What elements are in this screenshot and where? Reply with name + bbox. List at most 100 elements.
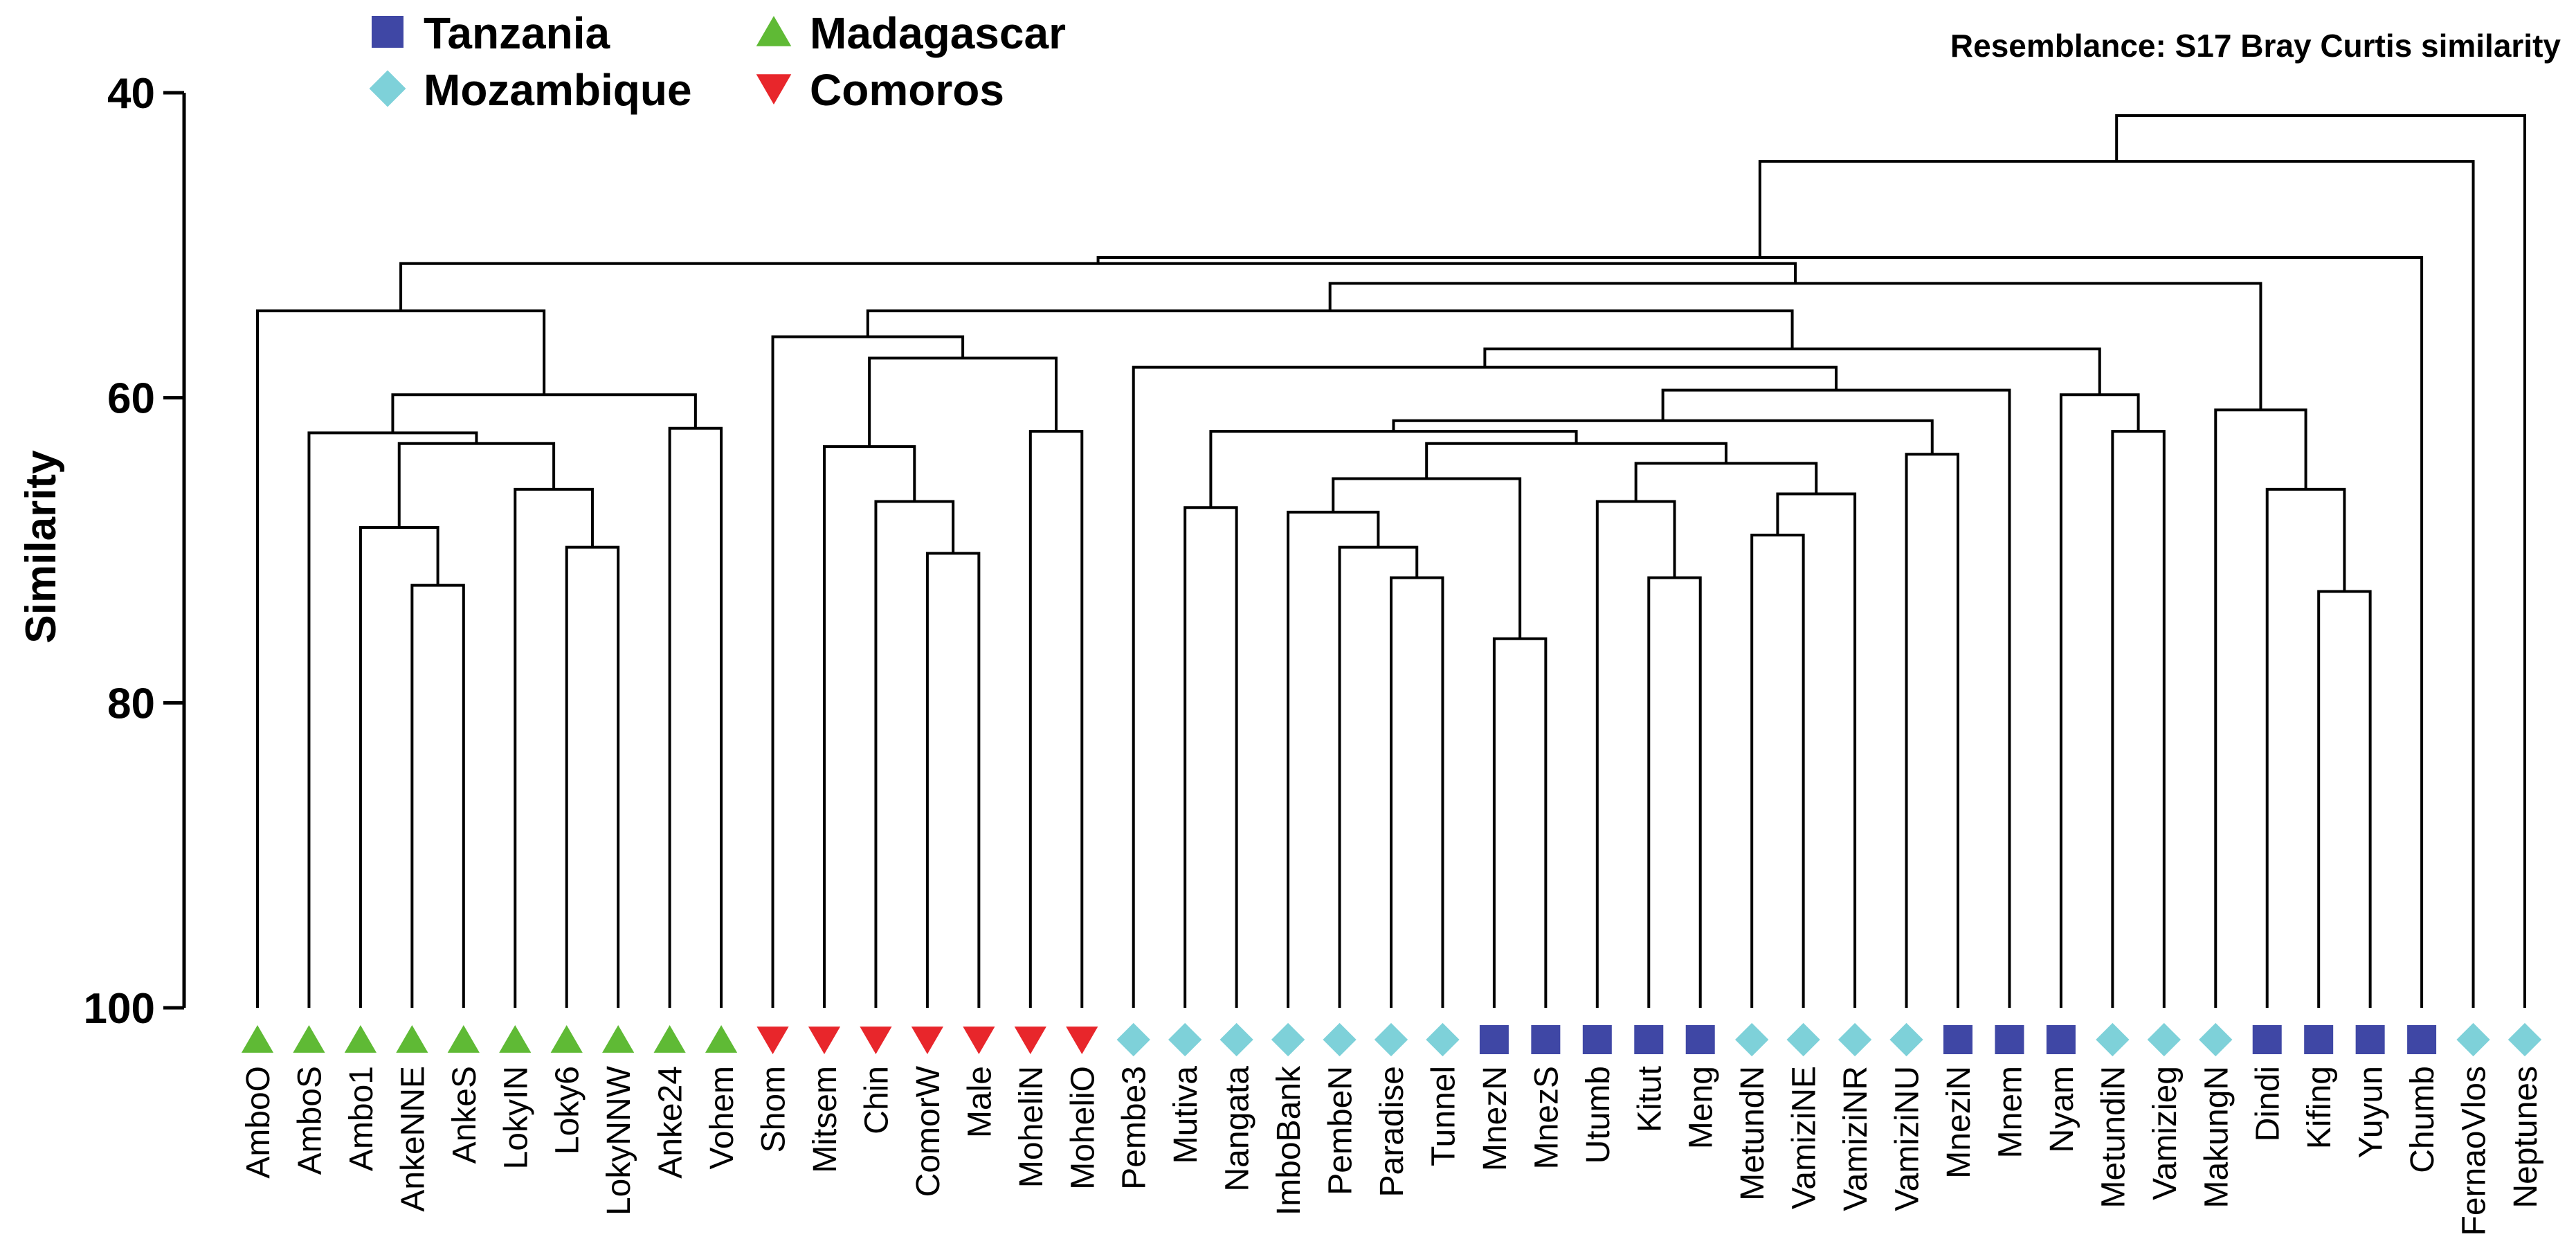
leaf-marker-comorw [911, 1027, 944, 1054]
merge-n20 [1492, 637, 1548, 1008]
leaf-marker-vamizieg [2147, 1022, 2181, 1057]
leaf-marker-vamizinu [1889, 1022, 1923, 1057]
y-axis-title: Similarity [17, 450, 65, 644]
merge-n12 [823, 445, 916, 1008]
leaf-marker-anke24 [653, 1025, 686, 1053]
leaf-marker-male [963, 1027, 995, 1054]
leaf-label-ambos: AmboS [291, 1066, 328, 1175]
leaf-marker-tunnel [1426, 1022, 1460, 1057]
merge-n10 [925, 552, 981, 1008]
merge-n13 [1028, 430, 1084, 1008]
leaf-marker-ambo1 [344, 1025, 377, 1053]
leaf-label-utumb: Utumb [1580, 1066, 1617, 1164]
leaf-label-amboo: AmboO [240, 1066, 277, 1179]
leaf-marker-loky6 [550, 1025, 583, 1053]
leaf-label-lokynnw: LokyNNW [601, 1065, 637, 1215]
leaf-marker-mitsem [808, 1027, 841, 1054]
leaf-marker-metundn [1735, 1022, 1769, 1057]
merge-n34 [2059, 393, 2140, 1008]
leaf-label-metundin: MetundiN [2095, 1066, 2132, 1208]
resemblance-label: Resemblance: S17 Bray Curtis similarity [1950, 28, 2561, 64]
leaf-marker-nyam [2046, 1025, 2076, 1054]
leaf-marker-mnezn [1479, 1025, 1509, 1054]
leaf-label-mnezin: MneziN [1941, 1066, 1977, 1179]
leaf-label-mnem: Mnem [1992, 1066, 2029, 1158]
dendrogram-tree [256, 114, 2526, 1008]
merge-n35 [1483, 347, 2101, 395]
leaf-marker-fernaovlos [2456, 1022, 2490, 1057]
leaf-label-tunnel: Tunnel [1425, 1066, 1462, 1166]
leaf-marker-meng [1685, 1025, 1715, 1054]
merge-n37 [2317, 590, 2372, 1008]
leaf-marker-pemben [1323, 1022, 1357, 1057]
leaf-marker-ankenne [396, 1025, 428, 1053]
leaf-label-vamizine: VamiziNE [1786, 1066, 1823, 1209]
merge-n2 [359, 525, 439, 1008]
leaf-label-pembe3: Pembe3 [1116, 1066, 1153, 1190]
merge-n15 [771, 335, 965, 1008]
legend-marker-madagascar [756, 16, 792, 46]
leaf-label-shom: Shom [756, 1066, 792, 1152]
leaf-marker-kitut [1634, 1025, 1664, 1054]
merge-n8 [391, 393, 697, 433]
leaf-label-male: Male [961, 1066, 998, 1138]
leaf-label-vamizinu: VamiziNU [1889, 1066, 1926, 1211]
leaf-marker-shom [756, 1027, 789, 1054]
leaf-label-mutiva: Mutiva [1168, 1066, 1204, 1164]
leaf-marker-mohelio [1066, 1027, 1098, 1054]
merge-n3 [565, 545, 620, 1008]
merge-n42 [1096, 255, 2424, 1008]
leaf-label-mitsem: Mitsem [807, 1066, 844, 1173]
leaf-label-mohelio: MoheliO [1064, 1066, 1101, 1190]
merge-n19 [1287, 510, 1380, 1008]
leaf-marker-mohelin [1014, 1027, 1046, 1054]
leaf-marker-imbobank [1271, 1022, 1305, 1057]
leaf-label-imbobank: ImboBank [1271, 1065, 1307, 1215]
y-tick-label-40: 40 [107, 70, 155, 118]
leaf-label-lokyin: LokyIN [498, 1066, 534, 1169]
leaf-label-mnezs: MnezS [1528, 1066, 1565, 1169]
legend-marker-mozambique [369, 70, 406, 107]
leaf-marker-neptunes [2507, 1022, 2542, 1057]
leaf-label-anke24: Anke24 [653, 1066, 689, 1179]
leaf-label-ankenne: AnkeNNE [394, 1066, 431, 1212]
y-tick-label-100: 100 [84, 985, 155, 1033]
merge-n41 [399, 262, 1797, 311]
leaf-label-metundn: MetundN [1734, 1066, 1771, 1201]
leaf-marker-mnezs [1531, 1025, 1561, 1054]
leaf-marker-vamizinr [1838, 1022, 1872, 1057]
leaf-label-yuyun: Yuyun [2353, 1066, 2390, 1158]
legend-marker-tanzania [372, 16, 403, 48]
leaf-labels: AmboO AmboS Ambo1 AnkeNNE AnkeS LokyIN Loky6 Lo… [240, 1065, 2544, 1236]
y-axis: 40 60 80 100 [84, 70, 186, 1033]
merge-n40 [1328, 282, 2262, 410]
legend-marker-comoros [756, 74, 792, 105]
merge-n5 [397, 442, 556, 527]
merge-n29 [1905, 453, 1959, 1008]
merge-n6 [307, 431, 478, 1008]
leaf-marker-utumb [1582, 1025, 1612, 1054]
y-tick-label-60: 60 [107, 375, 155, 423]
leaf-label-neptunes: Neptunes [2507, 1066, 2544, 1208]
leaf-marker-pembe3 [1116, 1022, 1150, 1057]
leaf-marker-vohem [705, 1025, 738, 1053]
leaf-label-makungn: MakungN [2198, 1066, 2235, 1208]
leaf-label-vamizieg: Vamizieg [2147, 1066, 2184, 1200]
leaf-marker-kifing [2304, 1025, 2334, 1054]
merge-n27 [1425, 442, 1727, 479]
leaf-label-nangata: Nangata [1219, 1066, 1256, 1192]
merge-n18 [1338, 545, 1419, 1008]
leaf-marker-lokyin [499, 1025, 532, 1053]
leaf-marker-yuyun [2355, 1025, 2385, 1054]
leaf-marker-makungn [2199, 1022, 2233, 1057]
merge-n25 [1776, 492, 1857, 1008]
merge-n16 [1183, 506, 1238, 1008]
leaf-marker-ankes [447, 1025, 480, 1053]
leaf-label-mohelin: MoheliN [1013, 1066, 1050, 1188]
leaf-marker-mutiva [1168, 1022, 1202, 1057]
merge-n4 [514, 487, 594, 1008]
leaf-label-paradise: Paradise [1374, 1066, 1411, 1197]
leaf-label-loky6: Loky6 [550, 1066, 586, 1155]
merge-n9 [256, 309, 546, 1008]
leaf-marker-metundin [2096, 1022, 2130, 1057]
